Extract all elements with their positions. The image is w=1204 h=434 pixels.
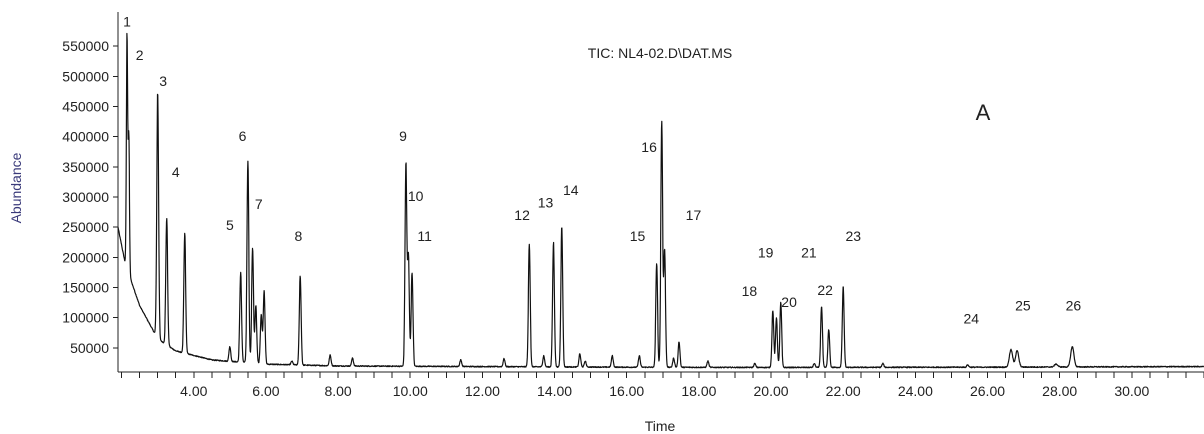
y-tick-label: 300000 <box>62 189 109 205</box>
x-tick-label: 18.00 <box>681 383 716 399</box>
peak-label: 8 <box>295 228 303 244</box>
chart-title: TIC: NL4-02.D\DAT.MS <box>588 45 732 61</box>
x-tick-label: 22.00 <box>826 383 861 399</box>
peak-label: 24 <box>963 311 979 327</box>
peak-label: 13 <box>538 194 554 210</box>
x-tick-label: 26.00 <box>970 383 1005 399</box>
peak-label: 22 <box>817 282 833 298</box>
x-tick-label: 12.00 <box>465 383 500 399</box>
y-tick-label: 100000 <box>62 310 109 326</box>
x-tick-label: 24.00 <box>898 383 933 399</box>
y-tick-label: 250000 <box>62 219 109 235</box>
peak-label-group: 1234567891011121314151617181920212223242… <box>123 13 1081 326</box>
x-tick-label: 30.00 <box>1114 383 1149 399</box>
peak-label: 19 <box>758 244 774 260</box>
y-tick-label: 400000 <box>62 129 109 145</box>
peak-label: 12 <box>514 207 530 223</box>
x-tick-label: 16.00 <box>609 383 644 399</box>
peak-label: 20 <box>781 294 797 310</box>
y-tick-label: 500000 <box>62 68 109 84</box>
y-axis-label: Abundance <box>8 152 24 223</box>
peak-label: 10 <box>408 188 424 204</box>
peak-label: 14 <box>563 182 579 198</box>
y-tick-label: 350000 <box>62 159 109 175</box>
x-tick-label: 20.00 <box>754 383 789 399</box>
peak-label: 21 <box>801 244 817 260</box>
y-tick-label: 200000 <box>62 249 109 265</box>
peak-label: 3 <box>159 73 167 89</box>
y-tick-label: 450000 <box>62 99 109 115</box>
peak-label: 7 <box>255 196 263 212</box>
x-tick-label: 14.00 <box>537 383 572 399</box>
trace-group <box>117 32 1204 369</box>
peak-label: 26 <box>1066 297 1082 313</box>
peak-label: 11 <box>417 228 432 244</box>
peak-label: 16 <box>641 139 657 155</box>
panel-label: A <box>976 100 991 125</box>
peak-label: 6 <box>239 128 247 144</box>
x-tick-label: 10.00 <box>393 383 428 399</box>
x-tick-label: 8.00 <box>324 383 351 399</box>
peak-label: 15 <box>630 228 646 244</box>
peak-label: 17 <box>686 207 702 223</box>
y-tick-label: 150000 <box>62 280 109 296</box>
peak-label: 23 <box>846 228 862 244</box>
tic-trace-line <box>117 32 1204 369</box>
peak-label: 5 <box>226 217 234 233</box>
peak-label: 2 <box>136 47 144 63</box>
peak-label: 9 <box>399 128 407 144</box>
peak-label: 18 <box>742 283 758 299</box>
peak-label: 4 <box>172 164 180 180</box>
peak-label: 25 <box>1015 297 1031 313</box>
axes: 5000010000015000020000025000030000035000… <box>62 12 1204 399</box>
x-tick-label: 28.00 <box>1042 383 1077 399</box>
x-axis-label: Time <box>645 418 676 434</box>
x-tick-label: 6.00 <box>252 383 279 399</box>
peak-label: 1 <box>123 13 131 29</box>
x-tick-label: 4.00 <box>180 383 207 399</box>
y-tick-label: 550000 <box>62 38 109 54</box>
y-tick-label: 50000 <box>70 340 109 356</box>
